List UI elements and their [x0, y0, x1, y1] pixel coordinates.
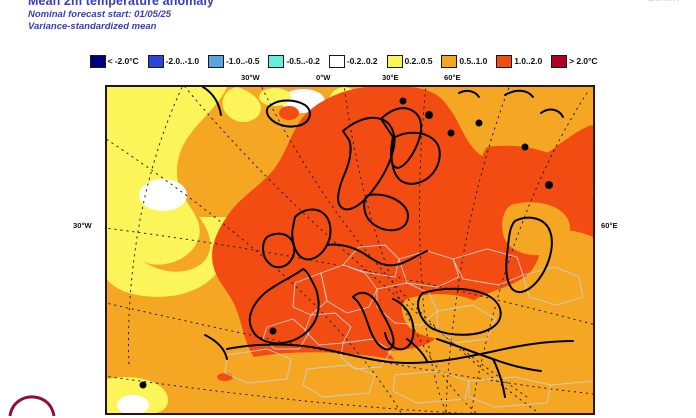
legend-item: -2.0..-1.0	[147, 54, 200, 68]
legend-label: < -2.0°C	[107, 56, 139, 66]
legend-label: -1.0..-0.5	[226, 56, 260, 66]
legend-label: 1.0..2.0	[514, 56, 543, 66]
legend-item: -1.0..-0.5	[208, 54, 260, 68]
legend-item: -0.5..-0.2	[268, 54, 320, 68]
legend-label: -0.5..-0.2	[286, 56, 320, 66]
anomaly-heatmap	[107, 87, 593, 413]
legend-swatch	[386, 54, 403, 68]
top-right-note: ECMWF	[648, 0, 682, 3]
legend-label: -0.2..0.2	[346, 56, 378, 66]
side-label-right-60e: 60°E	[601, 221, 618, 230]
forecast-start: Nominal forecast start: 01/05/25	[28, 9, 172, 20]
color-legend: < -2.0°C -2.0..-1.0 -1.0..-0.5 -0.5..-0.2 -0…	[0, 52, 696, 70]
chart-header: Mean 2m temperature anomaly Nominal fore…	[0, 0, 696, 50]
legend-swatch	[441, 54, 458, 68]
legend-swatch	[496, 54, 513, 68]
legend-label: > 2.0°C	[569, 56, 598, 66]
page-title: Mean 2m temperature anomaly	[28, 0, 215, 8]
chart-subtitle: Variance-standardized mean	[28, 21, 157, 32]
map-frame[interactable]	[105, 85, 595, 415]
legend-item: 0.2..0.5	[386, 54, 433, 68]
legend-swatch	[328, 54, 345, 68]
legend-label: -2.0..-1.0	[165, 56, 200, 66]
legend-swatch	[551, 54, 568, 68]
lon-label-30w: 30°W	[241, 73, 260, 82]
legend-swatch	[147, 54, 164, 68]
legend-item: 0.5..1.0	[441, 54, 488, 68]
legend-label: 0.5..1.0	[459, 56, 488, 66]
lon-label-30e: 30°E	[382, 73, 399, 82]
ecmwf-logo	[8, 392, 60, 418]
legend-swatch	[208, 54, 225, 68]
legend-item: < -2.0°C	[89, 54, 139, 68]
legend-swatch	[268, 54, 285, 68]
lon-label-60e: 60°E	[444, 73, 461, 82]
legend-item: 1.0..2.0	[496, 54, 543, 68]
lon-label-0w: 0°W	[316, 73, 331, 82]
legend-swatch	[89, 54, 106, 68]
map-container[interactable]: 30°W 0°W 30°E 60°E 30°W 60°E	[73, 73, 618, 415]
side-label-left-30w: 30°W	[73, 221, 92, 230]
legend-item: -0.2..0.2	[328, 54, 378, 68]
legend-label: 0.2..0.5	[404, 56, 433, 66]
legend-item: > 2.0°C	[551, 54, 598, 68]
